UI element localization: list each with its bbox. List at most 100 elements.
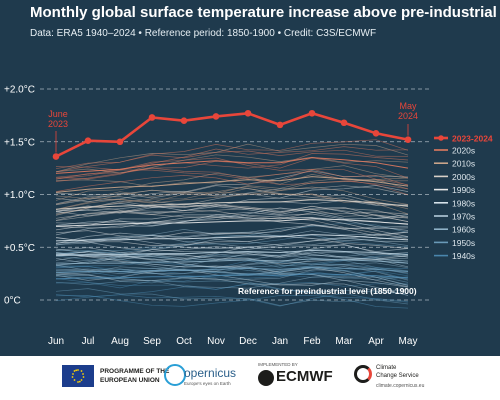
background-line — [55, 234, 409, 255]
background-line — [55, 264, 409, 281]
data-point — [404, 136, 412, 143]
data-point — [52, 153, 60, 160]
x-tick-label: Aug — [111, 336, 129, 347]
data-point — [244, 109, 252, 117]
background-line — [55, 288, 409, 306]
y-tick-label: +2.0°C — [4, 85, 35, 96]
background-line — [55, 186, 409, 205]
chart-title: Monthly global surface temperature incre… — [30, 4, 497, 21]
background-line — [55, 157, 409, 180]
background-line — [55, 251, 409, 261]
x-tick-label: Jun — [48, 336, 64, 347]
legend-label: 1960s — [452, 225, 475, 235]
background-line — [55, 177, 409, 200]
background-line — [55, 146, 409, 180]
legend-label: 1990s — [452, 185, 475, 195]
ecmwf-implemented-text: IMPLEMENTED BY — [258, 362, 298, 367]
x-tick-label: Dec — [239, 336, 257, 347]
background-line — [55, 209, 409, 221]
background-line — [55, 230, 409, 245]
legend-label: 2020s — [452, 146, 475, 156]
y-tick-label: 0°C — [4, 296, 21, 307]
background-line — [55, 170, 409, 196]
background-line — [55, 295, 409, 307]
ecmwf-logo-icon — [258, 370, 274, 386]
x-tick-label: Jan — [272, 336, 288, 347]
y-tick-label: +1.5°C — [4, 137, 35, 148]
background-line — [55, 207, 409, 236]
background-line — [55, 139, 409, 170]
background-line — [55, 253, 409, 288]
background-line — [55, 236, 409, 252]
x-tick-label: Oct — [176, 336, 192, 347]
background-line — [55, 143, 409, 173]
background-line — [55, 251, 409, 264]
x-tick-label: Mar — [335, 336, 353, 347]
background-line — [55, 205, 409, 219]
background-line — [55, 200, 409, 218]
legend: 2023-2024 2020s 2010s 2000s 1990s 1980s 1970s 1… — [434, 134, 493, 261]
background-line — [55, 247, 409, 265]
copernicus-tagline: Europe's eyes on Earth — [184, 381, 231, 386]
background-line — [55, 272, 409, 292]
reference-label: Reference for preindustrial level (1850-… — [238, 286, 417, 296]
data-point — [308, 109, 316, 117]
eu-programme-text: PROGRAMME OF THE EUROPEAN UNION — [100, 368, 170, 384]
legend-label: 2000s — [452, 172, 475, 182]
background-line — [55, 205, 409, 223]
legend-label: 2010s — [452, 159, 475, 169]
background-line — [55, 211, 409, 240]
highlight-layer — [52, 109, 412, 160]
background-line — [55, 283, 409, 309]
annotation-start: June 2023 — [48, 109, 68, 129]
legend-label: 1970s — [452, 212, 475, 222]
background-line — [55, 153, 409, 180]
y-tick-label: +0.5°C — [4, 243, 35, 254]
series-line-2010s — [55, 176, 409, 193]
series-line-1980s — [55, 234, 409, 242]
series-layer — [55, 157, 409, 280]
legend-label: 2023-2024 — [452, 134, 493, 144]
c3s-logo-icon — [354, 365, 372, 383]
background-line — [55, 165, 409, 188]
data-point — [180, 117, 188, 124]
background-line — [55, 262, 409, 276]
copernicus-wordmark: opernicus — [184, 366, 237, 380]
background-lines — [55, 139, 409, 309]
legend-label: 1940s — [452, 251, 475, 261]
chart-subtitle: Data: ERA5 1940–2024 • Reference period:… — [30, 28, 377, 39]
background-line — [55, 224, 409, 239]
series-line-1940s — [55, 273, 409, 280]
y-tick-label: +1.0°C — [4, 190, 35, 201]
series-line-1990s — [55, 218, 409, 227]
x-tick-label: May — [399, 336, 418, 347]
annotation-end: May 2024 — [398, 101, 418, 121]
legend-label: 1980s — [452, 198, 475, 208]
c3s-text: Climate Change Service — [376, 365, 419, 379]
legend-label: 1950s — [452, 238, 475, 248]
data-point — [84, 137, 92, 144]
series-line-2020s — [55, 157, 409, 174]
x-tick-label: Nov — [207, 336, 225, 347]
c3s-url: climate.copernicus.eu — [376, 383, 425, 389]
background-line — [55, 229, 409, 246]
data-point — [276, 121, 284, 129]
data-point — [148, 114, 156, 121]
data-point — [116, 138, 124, 146]
background-line — [55, 154, 409, 174]
data-point — [372, 130, 380, 137]
temperature-chart: 0°C +0.5°C +1.0°C +1.5°C +2.0°C Jun Jul Aug Sep O… — [4, 85, 493, 348]
data-point — [212, 113, 220, 120]
background-line — [55, 244, 409, 261]
data-point — [340, 119, 348, 127]
ecmwf-wordmark: ECMWF — [276, 368, 333, 385]
background-line — [55, 189, 409, 210]
background-line — [55, 235, 409, 249]
series-line-2000s — [55, 199, 409, 210]
footer: PROGRAMME OF THE EUROPEAN UNION opernicu… — [0, 356, 500, 400]
background-line — [55, 243, 409, 258]
copernicus-logo-icon — [164, 364, 186, 386]
labels-layer: June 2023 May 2024 Reference for preindustri… — [48, 101, 418, 296]
background-line — [56, 222, 409, 251]
